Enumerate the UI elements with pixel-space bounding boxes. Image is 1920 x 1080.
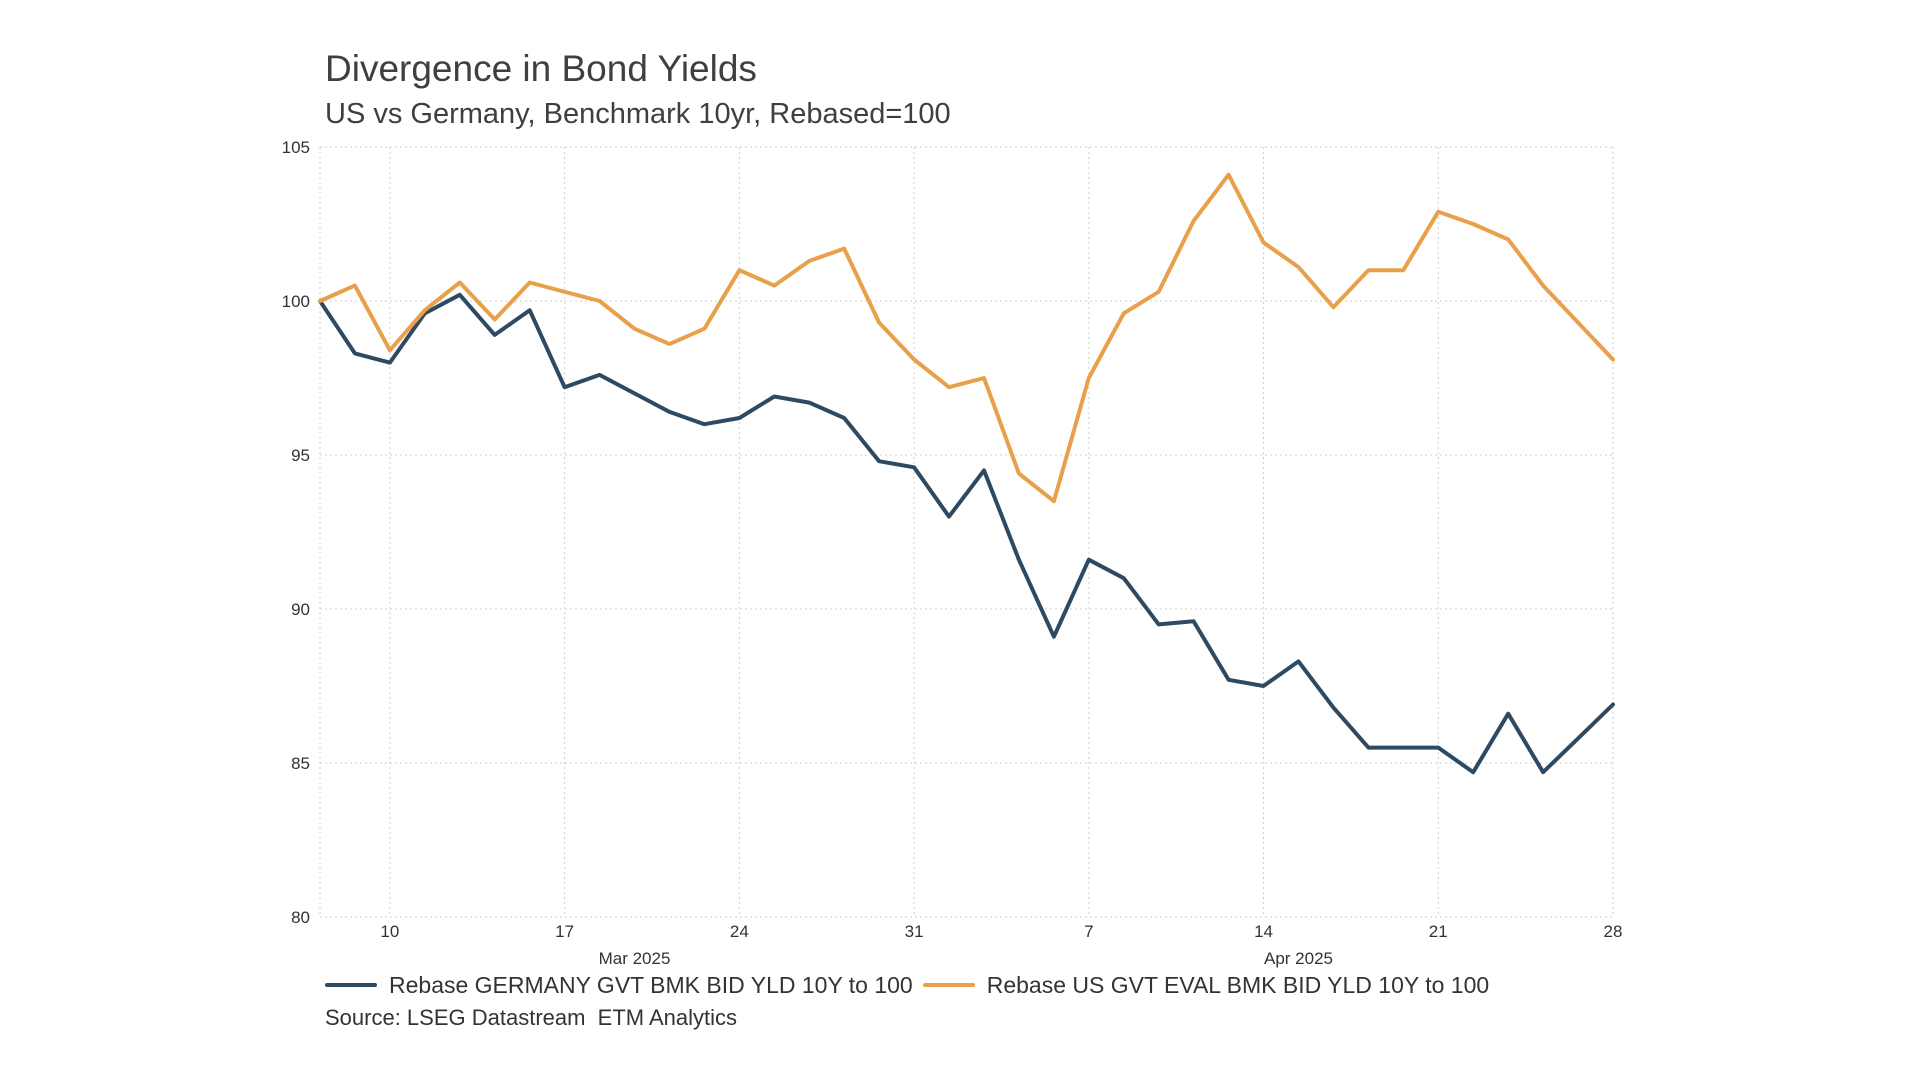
x-tick-label: 24 <box>730 922 749 941</box>
legend-label-us: Rebase US GVT EVAL BMK BID YLD 10Y to 10… <box>986 971 1490 998</box>
y-axis: 80 85 90 95 100 105 <box>282 138 310 927</box>
y-tick-label: 100 <box>282 292 310 311</box>
x-tick-label: 7 <box>1084 922 1093 941</box>
x-month-label: Apr 2025 <box>1264 949 1333 968</box>
legend-swatch-germany <box>325 983 377 987</box>
x-tick-label: 28 <box>1604 922 1623 941</box>
y-tick-label: 95 <box>291 446 310 465</box>
y-tick-label: 105 <box>282 138 310 157</box>
legend-item-germany: Rebase GERMANY GVT BMK BID YLD 10Y to 10… <box>325 972 913 999</box>
x-tick-label: 17 <box>555 922 574 941</box>
x-month-label: Mar 2025 <box>599 949 671 968</box>
series-line-germany <box>318 292 1615 775</box>
x-tick-label: 14 <box>1254 922 1273 941</box>
legend-label-germany: Rebase GERMANY GVT BMK BID YLD 10Y to 10… <box>389 971 913 998</box>
y-tick-label: 85 <box>291 754 310 773</box>
x-tick-label: 10 <box>380 922 399 941</box>
series-line-us <box>318 172 1615 504</box>
chart-title: Divergence in Bond Yields <box>325 48 757 89</box>
series-lines <box>318 172 1615 775</box>
y-tick-label: 80 <box>291 908 310 927</box>
x-axis: 10 17 24 31 7 14 21 28 Mar 2025 Apr 2025 <box>380 922 1622 968</box>
chart-subtitle: US vs Germany, Benchmark 10yr, Rebased=1… <box>325 98 951 130</box>
legend-swatch-us <box>922 983 975 987</box>
x-tick-label: 31 <box>905 922 924 941</box>
source-note: Source: LSEG Datastream ETM Analytics <box>325 1005 738 1030</box>
legend: Rebase GERMANY GVT BMK BID YLD 10Y to 10… <box>325 970 1499 1000</box>
y-tick-label: 90 <box>291 600 310 619</box>
grid-lines <box>319 146 1614 918</box>
x-tick-label: 21 <box>1429 922 1448 941</box>
legend-item-us: Rebase US GVT EVAL BMK BID YLD 10Y to 10… <box>922 971 1490 999</box>
